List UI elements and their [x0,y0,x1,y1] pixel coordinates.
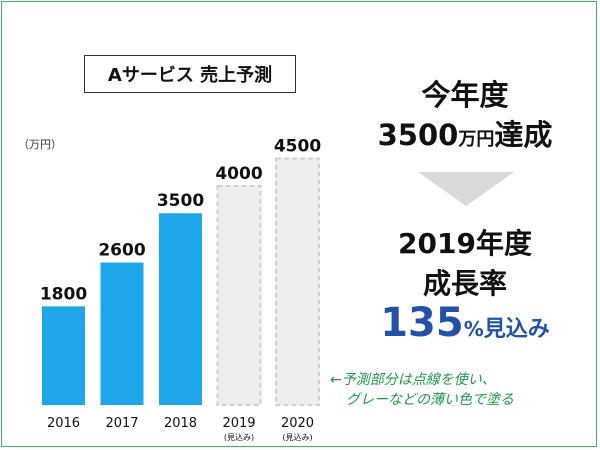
summary-line-this-year: 今年度 [421,78,509,112]
x-tick-note: (見込み) [282,433,312,442]
forecast-bar [275,157,320,406]
summary-line-2019: 2019年度 [398,227,532,260]
summary-line-growth-label: 成長率 [422,267,507,300]
actual-bar [159,213,202,405]
annotation-line-1: ←予測部分は点線を使い、 [330,372,496,388]
growth-rate-percent: % [463,317,484,341]
achieved-unit: 万円 [458,129,495,150]
achieved-text: 達成 [494,118,553,152]
achieved-value: 3500 [377,118,459,152]
growth-rate-suffix: 見込み [483,317,550,342]
y-unit-label: （万円） [18,138,62,151]
bar-value-label: 4000 [215,164,262,184]
actual-bar [100,262,144,405]
x-tick-label: 2019 [222,416,255,431]
chart-title: Aサービス 売上予測 [84,55,296,93]
x-tick-label: 2017 [105,416,138,431]
bar-value-label: 3500 [157,191,204,211]
x-tick-note: (見込み) [224,433,254,442]
annotation-note: ←予測部分は点線を使い、 グレーなどの薄い色で塗る [330,370,580,410]
x-tick-label: 2016 [47,416,80,431]
summary-line-achieved: 3500万円達成 [340,112,590,154]
bar-value-label: 2600 [98,241,145,261]
down-arrow-icon [418,172,514,206]
forecast-bar [216,184,262,406]
actual-bar [42,306,85,405]
x-tick-label: 2020 [281,416,314,431]
growth-rate-value: 135 [380,300,464,346]
annotation-line-2: グレーなどの薄い色で塗る [346,392,514,408]
summary-growth-rate: 135%見込み [340,300,590,346]
bar-value-label: 4500 [274,136,321,156]
x-tick-label: 2018 [164,416,197,431]
bar-value-label: 1800 [40,284,87,304]
